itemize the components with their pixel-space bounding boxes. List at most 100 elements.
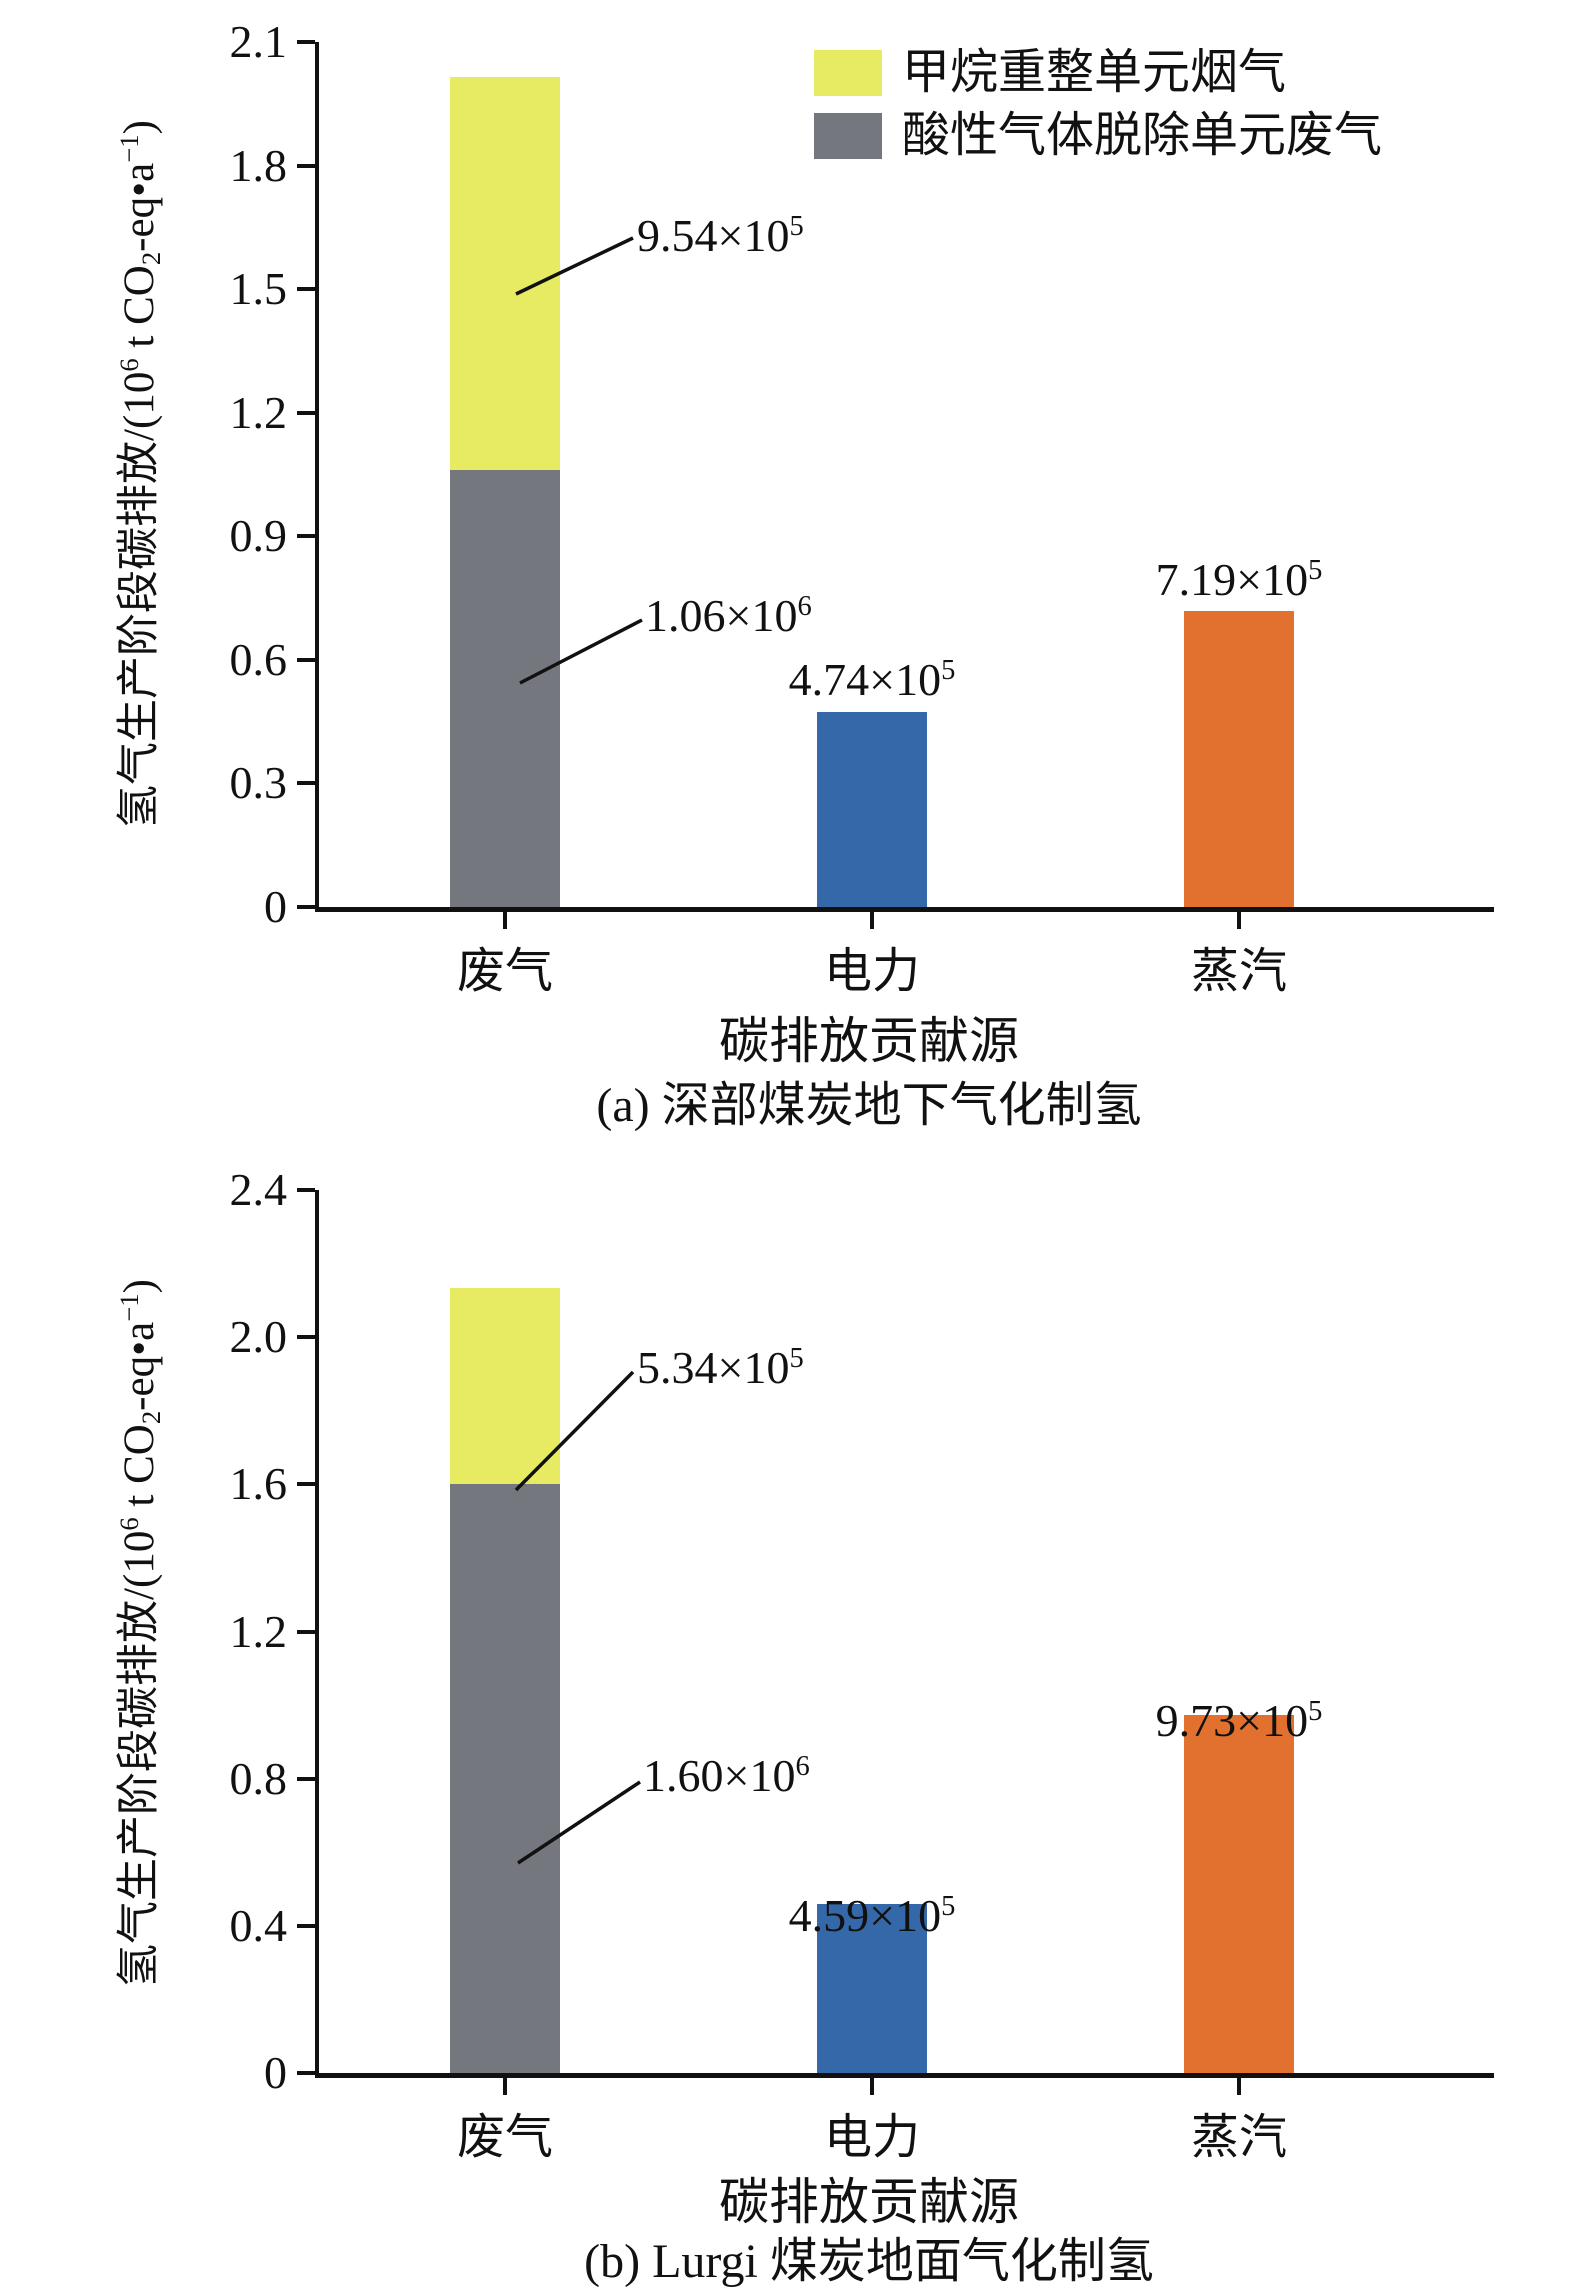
y-axis-tick-label: 1.8 — [229, 139, 288, 191]
y-axis-label: 氢气生产阶段碳排放/(106 t CO2-eq•a−1) — [110, 24, 170, 924]
category-label-electricity: 电力 — [823, 2111, 920, 2164]
data-label-base: 9.73×10 — [1155, 1695, 1309, 1746]
category-label-steam: 蒸汽 — [1190, 2111, 1287, 2164]
y-axis-label-superscript: 6 — [114, 358, 145, 372]
data-label-exponent: 5 — [789, 1343, 804, 1375]
y-axis-label-superscript: 6 — [114, 1517, 145, 1531]
data-label-base: 4.74×10 — [788, 654, 942, 705]
y-axis-tick — [297, 1776, 315, 1781]
data-label-exponent: 5 — [1308, 555, 1323, 587]
bar-segment-orange — [1184, 1715, 1294, 2073]
y-axis-tick — [297, 287, 315, 292]
legend-label: 酸性气体脱除单元废气 — [902, 109, 1383, 162]
data-label-exponent: 6 — [795, 1751, 810, 1783]
chart-a: 氢气生产阶段碳排放/(106 t CO2-eq•a−1) 甲烷重整单元烟气 酸性… — [110, 16, 1494, 1132]
y-axis-tick-label: 0 — [264, 881, 287, 932]
chart-b: 氢气生产阶段碳排放/(106 t CO2-eq•a−1) 5.34×105 1.… — [0, 1148, 1575, 2296]
panel-caption-a: (a) 深部煤炭地下气化制氢 — [596, 1079, 1142, 1132]
y-axis-label-text: 氢气生产阶段碳排放/(10 — [116, 1530, 163, 1987]
y-axis-label-superscript: −1 — [114, 1293, 145, 1322]
plot-area-b: 5.34×105 1.60×106 4.59×105 9.73×105 废气 电… — [230, 1164, 1494, 2288]
y-axis-tick — [297, 1923, 315, 1928]
y-axis-tick — [297, 2071, 315, 2075]
category-label-steam: 蒸汽 — [1190, 945, 1287, 998]
y-axis-tick — [297, 1335, 315, 1340]
data-label-exponent: 5 — [941, 1891, 956, 1923]
data-label-gray-b: 1.60×106 — [643, 1750, 810, 1802]
data-label-base: 1.06×10 — [645, 590, 798, 641]
y-axis-tick — [297, 534, 315, 539]
data-label-blue-a: 4.74×105 — [722, 654, 1022, 706]
data-label-yellow-a: 9.54×105 — [637, 210, 804, 262]
legend: 甲烷重整单元烟气 酸性气体脱除单元废气 — [814, 47, 1382, 173]
x-axis-tick — [870, 2078, 874, 2095]
category-label-waste-gas: 废气 — [456, 945, 553, 998]
y-axis-tick — [297, 1188, 315, 1192]
data-label-exponent: 5 — [941, 655, 956, 687]
data-label-base: 5.34×10 — [637, 1342, 790, 1393]
y-axis-tick-label: 1.5 — [229, 263, 288, 315]
y-axis-label-superscript: −1 — [114, 134, 145, 163]
bar-segment-blue — [817, 1904, 927, 2073]
category-label-electricity: 电力 — [823, 945, 920, 998]
y-axis-tick — [297, 40, 315, 44]
y-axis-tick-label: 0.4 — [229, 1899, 288, 1951]
x-axis-tick — [870, 912, 874, 929]
y-axis-tick-label: 1.2 — [229, 386, 288, 438]
y-axis-tick — [297, 1629, 315, 1634]
data-label-base: 1.60×10 — [643, 1750, 796, 1801]
x-axis-tick — [1237, 2078, 1241, 2095]
x-axis-title-a: 碳排放贡献源 — [719, 1013, 1019, 1069]
data-label-orange-a: 7.19×105 — [1089, 554, 1389, 606]
y-axis-tick-label: 2.1 — [229, 16, 288, 67]
y-axis-label-text: ) — [116, 1279, 163, 1294]
y-axis-label-text: 氢气生产阶段碳排放/(10 — [116, 371, 163, 828]
y-axis-tick — [297, 1482, 315, 1487]
data-label-orange-b: 9.73×105 — [1089, 1695, 1389, 1747]
legend-swatch-yellow — [814, 50, 882, 96]
y-axis-tick-label: 1.6 — [229, 1458, 288, 1510]
y-axis-tick-label: 0.9 — [229, 510, 288, 562]
y-axis-tick — [297, 781, 315, 786]
data-label-gray-a: 1.06×106 — [645, 590, 812, 642]
data-label-base: 4.59×10 — [788, 1890, 942, 1941]
legend-label: 甲烷重整单元烟气 — [902, 46, 1287, 99]
y-axis-label: 氢气生产阶段碳排放/(106 t CO2-eq•a−1) — [110, 1183, 170, 2083]
y-axis-tick-label: 0.8 — [229, 1752, 288, 1804]
x-axis-tick — [503, 912, 507, 929]
y-axis-tick — [297, 410, 315, 415]
y-axis-label-text: -eq•a — [116, 162, 163, 252]
bar-segment-blue — [817, 711, 927, 907]
y-axis-label-text: t CO — [116, 265, 163, 359]
bar-segment-gray — [450, 1484, 560, 2073]
x-axis-tick — [503, 2078, 507, 2095]
category-label-waste-gas: 废气 — [456, 2111, 553, 2164]
panel-caption-b: (b) Lurgi 煤炭地面气化制氢 — [584, 2235, 1154, 2288]
y-axis-tick — [297, 657, 315, 662]
data-label-blue-b: 4.59×105 — [722, 1890, 1022, 1942]
y-axis-tick-label: 0.3 — [229, 757, 288, 809]
data-label-base: 7.19×10 — [1155, 554, 1309, 605]
plot-area-a: 甲烷重整单元烟气 酸性气体脱除单元废气 9.54×105 1.06×106 4.… — [230, 16, 1494, 1132]
y-axis-tick-label: 0.6 — [229, 633, 288, 685]
y-axis-tick-label: 0 — [264, 2047, 287, 2098]
data-label-exponent: 5 — [789, 211, 804, 243]
data-label-exponent: 6 — [797, 591, 812, 623]
bar-segment-yellow — [450, 1287, 560, 1485]
y-axis-label-text: -eq•a — [116, 1321, 163, 1411]
bar-segment-yellow — [450, 77, 560, 471]
x-axis-title-b: 碳排放贡献源 — [719, 2174, 1019, 2230]
data-label-yellow-b: 5.34×105 — [637, 1342, 804, 1394]
x-axis-tick — [1237, 912, 1241, 929]
y-axis-tick — [297, 163, 315, 168]
y-axis-tick-label: 2.4 — [229, 1164, 288, 1215]
y-axis-tick-label: 2.0 — [229, 1311, 288, 1363]
y-axis-label-text: t CO — [116, 1424, 163, 1518]
data-label-base: 9.54×10 — [637, 210, 790, 261]
y-axis-label-subscript: 2 — [135, 251, 166, 266]
y-axis-tick — [297, 905, 315, 909]
legend-item-acid-gas-removal: 酸性气体脱除单元废气 — [814, 110, 1382, 162]
y-axis-label-subscript: 2 — [135, 1410, 166, 1425]
legend-swatch-gray — [814, 113, 882, 159]
